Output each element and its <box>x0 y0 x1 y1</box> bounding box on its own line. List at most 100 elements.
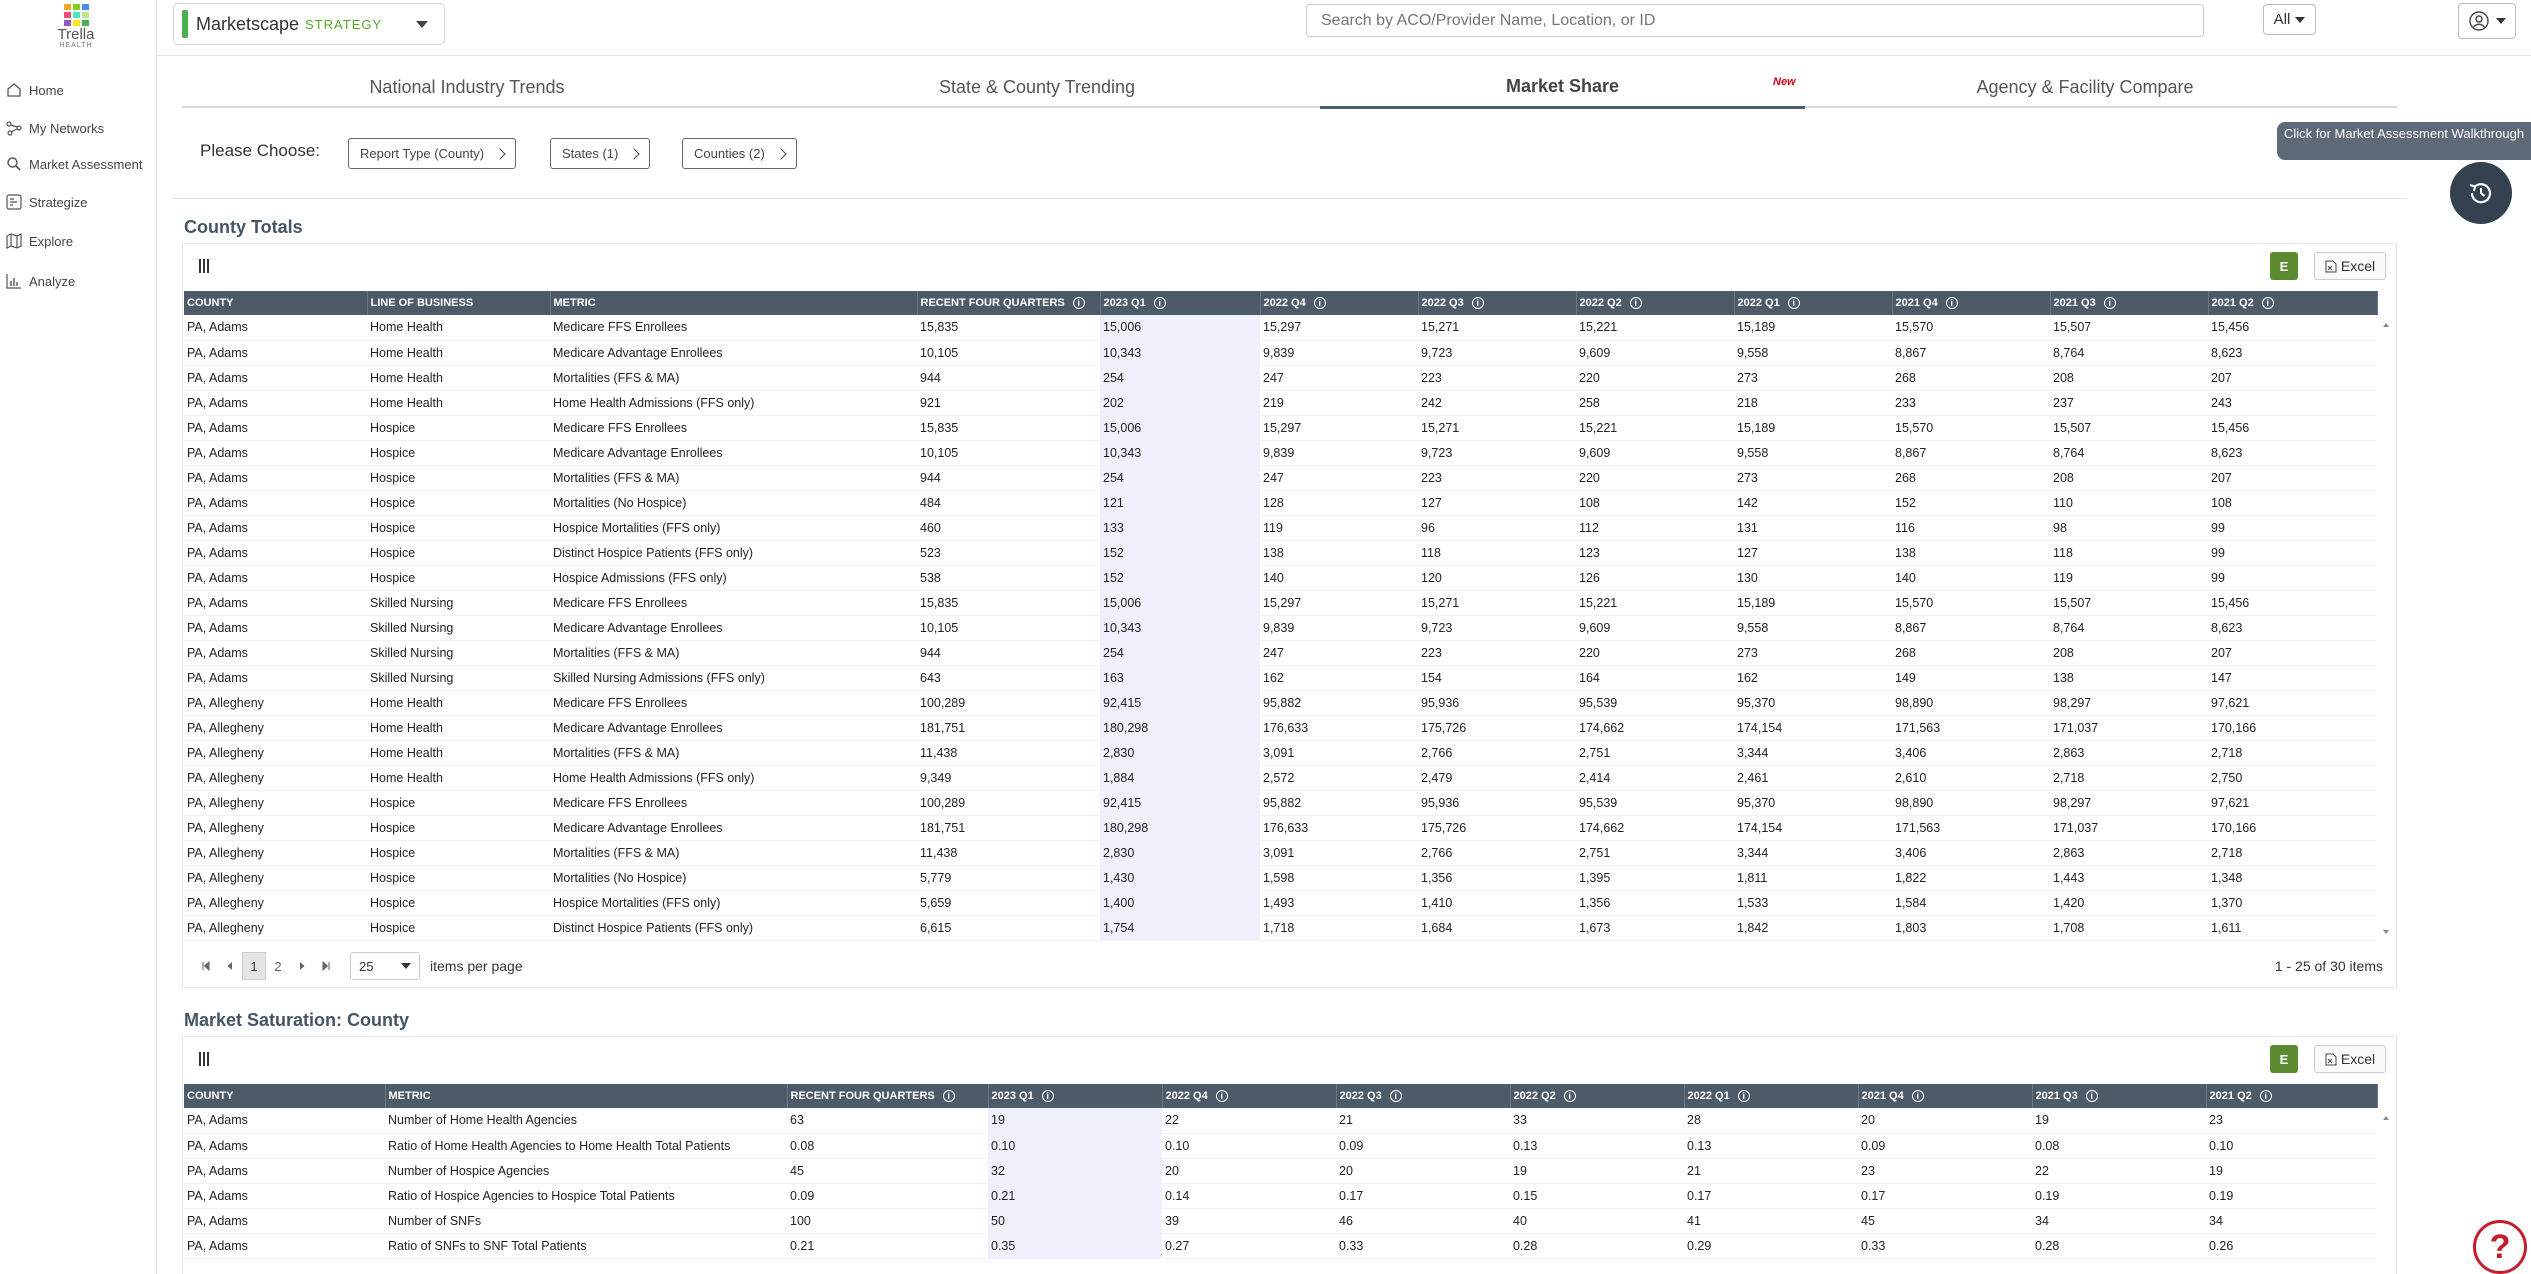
column-header-label: 2021 Q3 <box>2053 296 2096 309</box>
column-header-label: RECENT FOUR QUARTERS <box>920 296 1065 309</box>
items-per-page-select[interactable]: 25 <box>350 952 420 980</box>
excel-export-button[interactable]: Excel <box>2314 1045 2386 1073</box>
table-cell: PA, Adams <box>184 365 367 391</box>
sidebar-item-home[interactable]: Home <box>0 72 156 108</box>
info-icon[interactable]: i <box>1737 1090 1750 1103</box>
tab-national-industry-trends[interactable]: National Industry Trends <box>182 66 752 108</box>
table-cell: PA, Allegheny <box>184 740 367 766</box>
export-e-button[interactable]: E <box>2270 1045 2298 1073</box>
column-header[interactable]: 2022 Q1 i <box>1684 1084 1859 1108</box>
excel-export-button[interactable]: Excel <box>2314 252 2386 280</box>
table-cell: 2,863 <box>2050 740 2208 766</box>
column-header[interactable]: 2022 Q4 i <box>1162 1084 1337 1108</box>
column-header[interactable]: RECENT FOUR QUARTERS i <box>787 1084 989 1108</box>
prev-page-icon <box>227 962 232 970</box>
column-header[interactable]: 2021 Q3 i <box>2050 291 2209 315</box>
column-header[interactable]: 2022 Q3 i <box>1336 1084 1511 1108</box>
column-header[interactable]: 2021 Q3 i <box>2032 1084 2207 1108</box>
column-header[interactable]: 2023 Q1 i <box>1100 291 1261 315</box>
tab-agency-facility-compare[interactable]: Agency & Facility Compare <box>1805 66 2365 108</box>
tab-label: National Industry Trends <box>369 76 565 97</box>
info-icon[interactable]: i <box>1389 1090 1402 1103</box>
table-cell: 15,189 <box>1734 315 1892 341</box>
counties-chip[interactable]: Counties (2) <box>682 138 797 169</box>
trella-logo[interactable]: Trella HEALTH <box>48 4 104 52</box>
chevron-right-icon <box>494 147 506 160</box>
sidebar-item-market-assessment[interactable]: Market Assessment <box>0 146 156 182</box>
states-chip[interactable]: States (1) <box>550 138 651 169</box>
info-icon[interactable]: i <box>1629 297 1642 310</box>
page-2-button[interactable]: 2 <box>274 958 282 974</box>
info-icon[interactable]: i <box>1787 297 1800 310</box>
walkthrough-button[interactable]: Click for Market Assessment Walkthrough <box>2277 122 2531 160</box>
column-header[interactable]: COUNTY <box>184 1084 386 1108</box>
info-icon[interactable]: i <box>1215 1090 1228 1103</box>
tab-state-county-trending[interactable]: State & County Trending <box>752 66 1322 108</box>
sidebar-item-my-networks[interactable]: My Networks <box>0 110 156 146</box>
info-icon[interactable]: i <box>1313 297 1326 310</box>
table-cell: 46 <box>1336 1208 1510 1234</box>
search-input[interactable] <box>1306 4 2204 37</box>
column-header[interactable]: METRIC <box>550 291 918 315</box>
column-header[interactable]: 2021 Q2 i <box>2208 291 2378 315</box>
column-header[interactable]: 2021 Q4 i <box>1858 1084 2033 1108</box>
product-switcher[interactable]: Marketscape STRATEGY <box>173 3 445 45</box>
column-header[interactable]: RECENT FOUR QUARTERS i <box>917 291 1101 315</box>
column-header[interactable]: METRIC <box>385 1084 788 1108</box>
column-header[interactable]: 2022 Q3 i <box>1418 291 1577 315</box>
info-icon[interactable]: i <box>1563 1090 1576 1103</box>
county-totals-scrollbar[interactable] <box>2378 315 2394 942</box>
column-header[interactable]: 2022 Q4 i <box>1260 291 1419 315</box>
column-chooser-icon[interactable] <box>199 1052 213 1066</box>
table-cell: Hospice <box>367 415 550 441</box>
table-cell: Mortalities (FFS & MA) <box>550 640 917 666</box>
table-cell: Hospice <box>367 815 550 841</box>
saturation-scrollbar[interactable] <box>2378 1108 2394 1274</box>
next-page-button[interactable] <box>290 952 314 980</box>
column-header[interactable]: LINE OF BUSINESS <box>367 291 551 315</box>
history-button[interactable] <box>2450 162 2512 224</box>
table-cell: 2,718 <box>2208 840 2377 866</box>
column-header[interactable]: COUNTY <box>184 291 368 315</box>
column-header[interactable]: 2023 Q1 i <box>988 1084 1163 1108</box>
table-row: PA, Allegheny Hospice Distinct Hospice Pat… <box>184 915 2377 941</box>
column-header[interactable]: 2021 Q4 i <box>1892 291 2051 315</box>
info-icon[interactable]: i <box>1471 297 1484 310</box>
sidebar-item-explore[interactable]: Explore <box>0 223 156 259</box>
column-header[interactable]: 2022 Q2 i <box>1510 1084 1685 1108</box>
table-cell: 0.33 <box>1336 1233 1510 1259</box>
info-icon[interactable]: i <box>1153 297 1166 310</box>
info-icon[interactable]: i <box>2259 1090 2272 1103</box>
table-cell: 273 <box>1734 465 1892 491</box>
page-1-button[interactable]: 1 <box>242 952 266 980</box>
table-header-row: COUNTY METRIC RECENT FOUR QUARTERS i 2023 Q1… <box>184 1084 2378 1108</box>
user-menu-button[interactable] <box>2458 3 2516 39</box>
info-icon[interactable]: i <box>2103 297 2116 310</box>
table-cell: 1,348 <box>2208 865 2377 891</box>
sidebar-item-strategize[interactable]: Strategize <box>0 184 156 220</box>
column-chooser-icon[interactable] <box>199 259 213 273</box>
prev-page-button[interactable] <box>218 952 242 980</box>
info-icon[interactable]: i <box>2085 1090 2098 1103</box>
first-page-button[interactable] <box>194 952 218 980</box>
info-icon[interactable]: i <box>1911 1090 1924 1103</box>
help-button[interactable]: ? <box>2473 1220 2527 1274</box>
table-cell: 208 <box>2050 640 2208 666</box>
info-icon[interactable]: i <box>1041 1090 1054 1103</box>
export-e-button[interactable]: E <box>2270 252 2298 280</box>
last-page-button[interactable] <box>314 952 338 980</box>
table-cell: 2,572 <box>1260 765 1418 791</box>
sidebar-item-analyze[interactable]: Analyze <box>0 263 156 299</box>
column-header[interactable]: 2022 Q1 i <box>1734 291 1893 315</box>
column-header[interactable]: 2021 Q2 i <box>2206 1084 2378 1108</box>
column-header[interactable]: 2022 Q2 i <box>1576 291 1735 315</box>
excel-label: Excel <box>2340 258 2376 274</box>
info-icon[interactable]: i <box>942 1090 955 1103</box>
search-filter-dropdown[interactable]: All <box>2263 4 2316 35</box>
report-type-chip[interactable]: Report Type (County) <box>348 138 517 169</box>
tab-market-share[interactable]: Market Share New <box>1320 66 1805 109</box>
table-cell: 162 <box>1260 665 1418 691</box>
info-icon[interactable]: i <box>1945 297 1958 310</box>
info-icon[interactable]: i <box>1072 297 1085 310</box>
info-icon[interactable]: i <box>2261 297 2274 310</box>
